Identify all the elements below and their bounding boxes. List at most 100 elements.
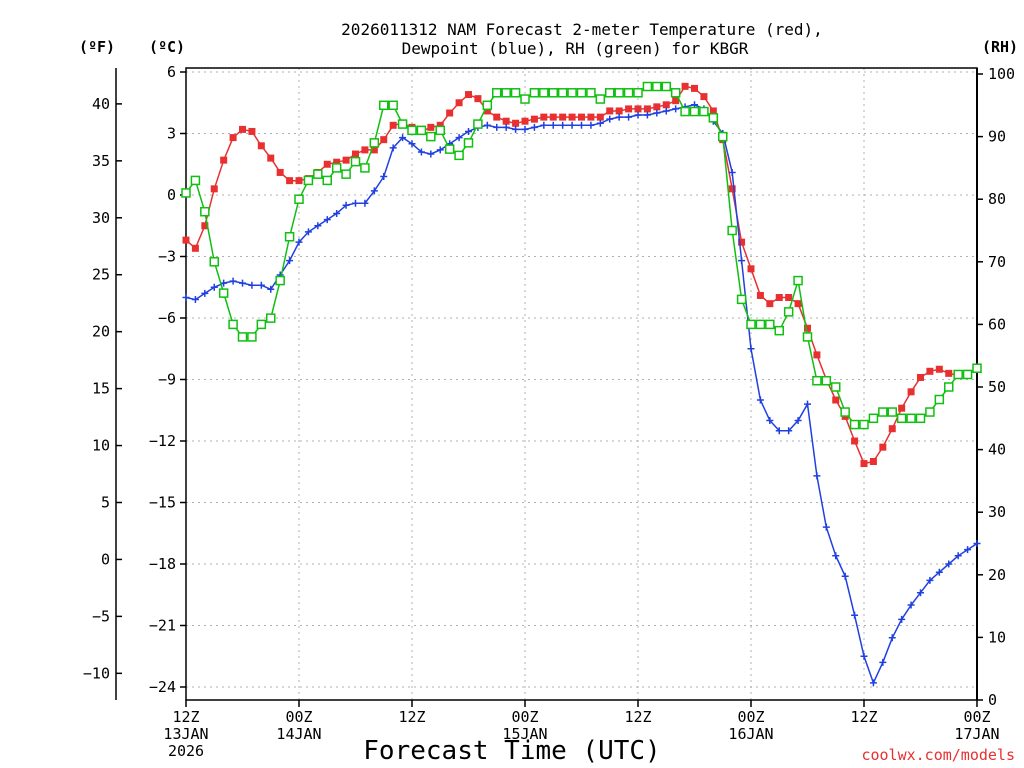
temperature-point	[851, 437, 859, 445]
fahrenheit-tick-label: −10	[83, 664, 110, 682]
temperature-point	[766, 300, 774, 308]
rh-point	[972, 363, 982, 373]
rh-point	[247, 332, 257, 342]
rh-unit-label: (RH)	[982, 38, 1018, 56]
time-tick-label: 00Z	[285, 708, 312, 726]
dewpoint-point	[229, 277, 237, 285]
plot-frame	[185, 67, 978, 701]
rh-tick-label: 100	[988, 65, 1015, 83]
temperature-point	[361, 146, 369, 154]
dewpoint-point	[380, 173, 388, 181]
celsius-tick-label: −18	[149, 555, 176, 573]
dewpoint-series	[182, 101, 981, 687]
time-tick-label: 00Z	[737, 708, 764, 726]
celsius-unit-label: (ºC)	[149, 38, 185, 56]
dewpoint-point	[342, 201, 350, 209]
dewpoint-point	[662, 107, 670, 115]
rh-tick-label: 0	[988, 691, 997, 709]
rh-point	[350, 156, 361, 167]
temperature-point	[220, 156, 228, 164]
rh-point	[576, 88, 587, 98]
temperature-point	[257, 142, 265, 150]
dewpoint-point	[323, 216, 331, 224]
rh-point	[492, 88, 502, 98]
temperature-point	[898, 404, 906, 412]
rh-tick-label: 80	[988, 190, 1006, 208]
temperature-point	[446, 109, 454, 117]
rh-point	[680, 106, 690, 117]
dewpoint-point	[427, 150, 435, 158]
celsius-tick-label: 6	[167, 63, 176, 81]
temperature-point	[389, 121, 397, 129]
temperature-point	[483, 107, 491, 115]
temperature-point	[794, 300, 802, 308]
temperature-point	[672, 97, 680, 105]
dewpoint-point	[267, 285, 275, 293]
temperature-point	[700, 93, 708, 101]
rh-point	[407, 125, 417, 136]
rh-point	[878, 407, 888, 417]
dewpoint-point	[370, 187, 378, 195]
time-tick-label: 15JAN	[502, 725, 547, 743]
temperature-point	[709, 107, 717, 115]
rh-point	[586, 88, 596, 98]
grid-lines	[186, 68, 977, 700]
dewpoint-point	[436, 146, 444, 154]
rh-point	[614, 88, 624, 98]
temperature-point	[615, 107, 623, 115]
dewpoint-point	[766, 417, 774, 424]
temperature-point	[521, 117, 529, 125]
dewpoint-point	[248, 281, 256, 289]
temperature-point	[239, 125, 246, 133]
temperature-point	[333, 158, 341, 166]
rh-point	[896, 413, 907, 424]
dewpoint-point	[643, 111, 651, 119]
fahrenheit-tick-label: 5	[101, 494, 110, 512]
temperature-point	[643, 105, 651, 113]
rh-tick-label: 50	[988, 378, 1006, 396]
rh-point	[962, 369, 973, 380]
dewpoint-point	[399, 134, 407, 142]
temperature-point	[286, 177, 294, 185]
rh-point	[727, 225, 737, 236]
dewpoint-point	[314, 222, 322, 230]
dewpoint-point	[549, 121, 557, 129]
rh-point	[755, 319, 766, 330]
temperature-point	[380, 136, 388, 144]
rh-point	[689, 106, 700, 117]
rh-point	[548, 88, 558, 98]
rh-point	[821, 375, 832, 386]
rh-point	[708, 113, 719, 123]
rh-tick-label: 40	[988, 441, 1006, 459]
dewpoint-point	[634, 111, 642, 119]
rh-point	[341, 169, 351, 179]
rh-tick-label: 70	[988, 253, 1006, 271]
rh-point	[426, 131, 436, 142]
dewpoint-point	[483, 121, 491, 129]
fahrenheit-unit-label: (ºF)	[79, 38, 115, 56]
temperature-point	[502, 117, 510, 125]
dewpoint-point	[333, 209, 341, 217]
rh-point	[812, 375, 822, 386]
temperature-point	[832, 396, 840, 404]
dewpoint-point	[210, 283, 218, 291]
temperature-point	[530, 115, 538, 123]
fahrenheit-tick-label: 25	[92, 266, 110, 284]
rh-point	[275, 275, 285, 286]
temperature-point	[493, 113, 501, 121]
rh-point	[859, 419, 869, 430]
dewpoint-point	[191, 296, 199, 304]
dewpoint-point	[493, 123, 501, 131]
rh-point	[256, 319, 267, 330]
dewpoint-point	[738, 257, 746, 265]
dewpoint-line	[185, 104, 978, 685]
rh-point	[181, 188, 191, 198]
fahrenheit-tick-label: 10	[92, 437, 110, 455]
celsius-tick-label: −24	[149, 678, 176, 696]
time-tick-label: 2026	[168, 742, 204, 760]
temperature-point	[634, 105, 642, 113]
temperature-point	[879, 443, 887, 451]
temperature-point	[691, 84, 698, 92]
